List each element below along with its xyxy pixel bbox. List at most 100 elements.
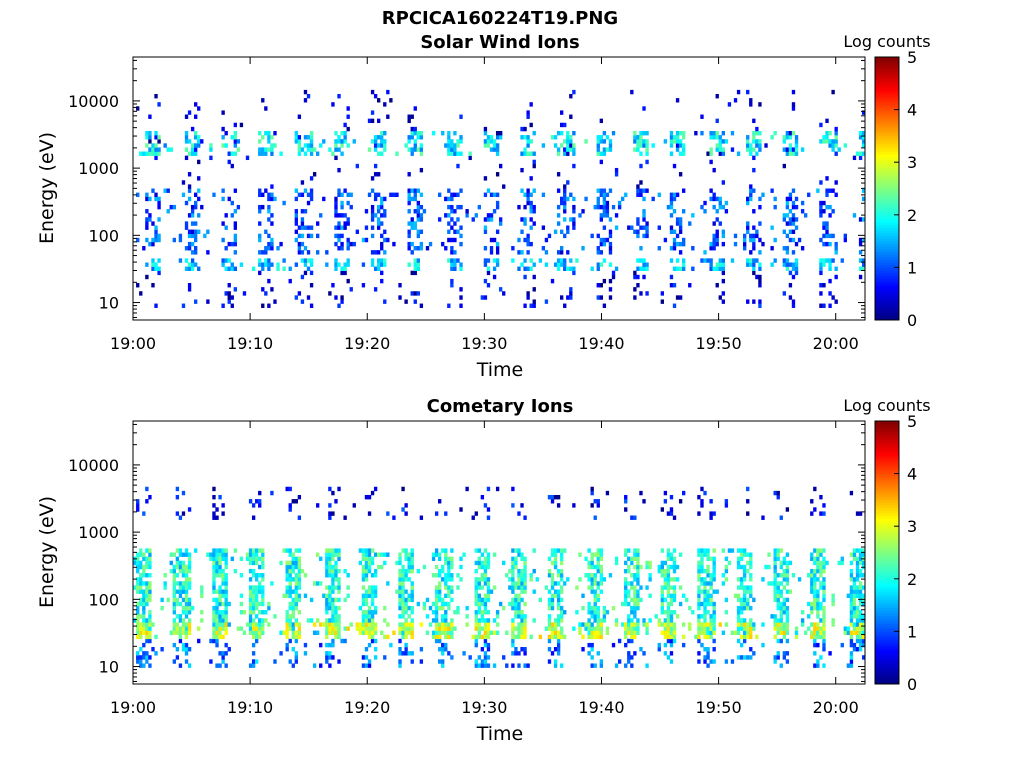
- heatmap-cell: [782, 246, 786, 251]
- heatmap-cell: [794, 204, 799, 210]
- heatmap-cell: [529, 139, 533, 144]
- heatmap-cell: [197, 143, 201, 148]
- heatmap-cell: [474, 597, 478, 603]
- heatmap-cell: [145, 192, 149, 198]
- heatmap-cell: [401, 564, 405, 570]
- heatmap-cell: [712, 548, 716, 553]
- heatmap-cell: [739, 577, 744, 582]
- heatmap-cell: [255, 630, 259, 635]
- heatmap-cell: [810, 605, 814, 611]
- heatmap-cell: [145, 499, 149, 504]
- heatmap-cell: [306, 266, 311, 271]
- heatmap-cell: [291, 601, 295, 607]
- heatmap-cell: [495, 143, 500, 148]
- heatmap-cell: [602, 196, 607, 202]
- heatmap-cell: [407, 577, 411, 582]
- heatmap-cell: [639, 564, 643, 570]
- heatmap-cell: [810, 610, 814, 615]
- colorbar-step: [875, 544, 899, 548]
- heatmap-cell: [791, 188, 796, 193]
- heatmap-cell: [139, 585, 143, 590]
- heatmap-cell: [212, 585, 216, 590]
- heatmap-cell: [194, 246, 198, 251]
- colorbar-step: [875, 515, 899, 519]
- heatmap-cell: [255, 499, 259, 504]
- heatmap-cell: [605, 213, 610, 218]
- heatmap-cell: [398, 659, 402, 664]
- heatmap-cell: [282, 548, 286, 553]
- heatmap-cell: [636, 601, 640, 607]
- heatmap-cell: [560, 200, 564, 206]
- heatmap-cell: [175, 589, 180, 594]
- heatmap-cell: [358, 626, 363, 631]
- heatmap-cell: [456, 229, 460, 234]
- heatmap-cell: [483, 556, 488, 562]
- heatmap-cell: [553, 618, 558, 623]
- heatmap-cell: [636, 581, 640, 586]
- heatmap-cell: [834, 135, 838, 140]
- heatmap-cell: [746, 262, 750, 267]
- heatmap-cell: [642, 143, 646, 148]
- heatmap-cell: [303, 573, 308, 578]
- heatmap-cell: [788, 130, 793, 136]
- heatmap-cell: [596, 250, 600, 255]
- heatmap-cell: [630, 560, 634, 566]
- colorbar-step: [875, 602, 899, 606]
- heatmap-cell: [819, 204, 823, 210]
- heatmap-cell: [721, 233, 725, 239]
- heatmap-cell: [813, 486, 817, 492]
- heatmap-cell: [776, 651, 780, 656]
- heatmap-cell: [624, 589, 628, 594]
- heatmap-cell: [441, 651, 445, 656]
- heatmap-cell: [148, 217, 152, 222]
- heatmap-cell: [633, 135, 637, 140]
- heatmap-cell: [785, 147, 790, 152]
- heatmap-cell: [633, 274, 637, 280]
- heatmap-cell: [749, 605, 753, 611]
- heatmap-cell: [270, 184, 274, 189]
- heatmap-cell: [584, 139, 588, 144]
- heatmap-cell: [721, 180, 725, 185]
- heatmap-cell: [181, 568, 186, 574]
- heatmap-cell: [822, 614, 826, 619]
- heatmap-cell: [599, 118, 603, 124]
- heatmap-cell: [492, 630, 497, 635]
- heatmap-cell: [261, 585, 265, 590]
- heatmap-cell: [645, 229, 649, 234]
- heatmap-cell: [331, 589, 335, 594]
- heatmap-cell: [218, 651, 222, 656]
- heatmap-cell: [556, 605, 561, 611]
- heatmap-cell: [337, 626, 341, 631]
- heatmap-cell: [822, 225, 826, 230]
- heatmap-cell: [288, 589, 292, 594]
- heatmap-cell: [297, 147, 302, 152]
- heatmap-cell: [404, 299, 408, 304]
- heatmap-cell: [416, 147, 420, 152]
- colorbar-step: [875, 220, 899, 224]
- heatmap-cell: [294, 262, 298, 267]
- heatmap-cell: [782, 139, 786, 144]
- heatmap-cell: [697, 638, 701, 644]
- heatmap-cell: [157, 196, 161, 202]
- heatmap-cell: [483, 642, 488, 648]
- heatmap-cell: [297, 568, 302, 574]
- heatmap-cell: [563, 303, 567, 308]
- heatmap-cell: [453, 130, 457, 136]
- heatmap-cell: [377, 564, 381, 570]
- heatmap-cell: [453, 266, 457, 271]
- heatmap-cell: [346, 237, 350, 243]
- heatmap-cell: [300, 147, 305, 152]
- heatmap-cell: [736, 655, 741, 660]
- heatmap-cell: [145, 651, 149, 656]
- heatmap-cell: [221, 655, 225, 660]
- heatmap-cell: [596, 499, 600, 504]
- heatmap-cell: [746, 605, 750, 611]
- colorbar-tick-label: 2: [907, 206, 917, 225]
- heatmap-cell: [303, 98, 308, 103]
- heatmap-cell: [334, 610, 338, 615]
- colorbar-step: [875, 130, 899, 134]
- heatmap-cell: [556, 630, 561, 635]
- colorbar-step: [875, 573, 899, 577]
- colorbar-step: [875, 138, 899, 142]
- heatmap-cell: [819, 601, 823, 607]
